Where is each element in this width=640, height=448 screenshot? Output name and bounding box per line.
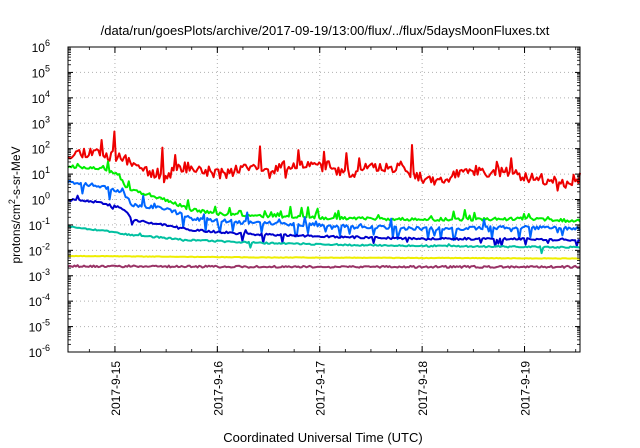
y-tick-label: 105 <box>32 63 50 80</box>
series-line-3 <box>67 179 581 242</box>
plot-frame <box>67 46 581 353</box>
x-tick-label: 2017-9-17 <box>314 361 328 416</box>
y-tick-label: 10-5 <box>29 318 50 335</box>
series-line-7 <box>67 264 581 269</box>
x-tick-label: 2017-9-16 <box>211 361 225 416</box>
x-axis-label: Coordinated Universal Time (UTC) <box>223 430 422 445</box>
y-tick-label: 10-3 <box>29 267 50 284</box>
y-tick-label: 106 <box>32 38 50 55</box>
y-axis-label: protons/cm2-s-sr-MeV <box>7 146 23 263</box>
y-tick-label: 10-1 <box>29 216 50 233</box>
x-tick-label: 2017-9-15 <box>109 361 123 416</box>
series-line-1 <box>67 130 581 192</box>
series-line-2 <box>67 160 581 223</box>
x-tick-label: 2017-9-19 <box>519 361 533 416</box>
series-line-6 <box>67 254 580 260</box>
series-group <box>67 130 581 269</box>
y-tick-label: 102 <box>32 140 50 157</box>
grid-lines <box>68 47 580 352</box>
y-tick-label: 103 <box>32 114 50 131</box>
chart-title: /data/run/goesPlots/archive/2017-09-19/1… <box>101 23 550 38</box>
x-tick-labels: 2017-9-15 2017-9-16 2017-9-17 2017-9-18 2017… <box>109 361 533 416</box>
y-tick-label: 10-2 <box>29 241 50 258</box>
y-tick-label: 10-4 <box>29 292 50 309</box>
y-tick-label: 10-6 <box>29 343 50 360</box>
y-tick-label: 100 <box>32 191 50 208</box>
series-line-5 <box>67 225 581 255</box>
x-tick-label: 2017-9-18 <box>416 361 430 416</box>
y-tick-label: 104 <box>32 89 50 106</box>
y-tick-label: 101 <box>32 165 50 182</box>
series-line-4 <box>67 194 581 248</box>
axes <box>67 46 581 353</box>
y-tick-labels: 10-6 10-5 10-4 10-3 10-2 10-1 100 101 102 103 104 1… <box>29 38 50 360</box>
